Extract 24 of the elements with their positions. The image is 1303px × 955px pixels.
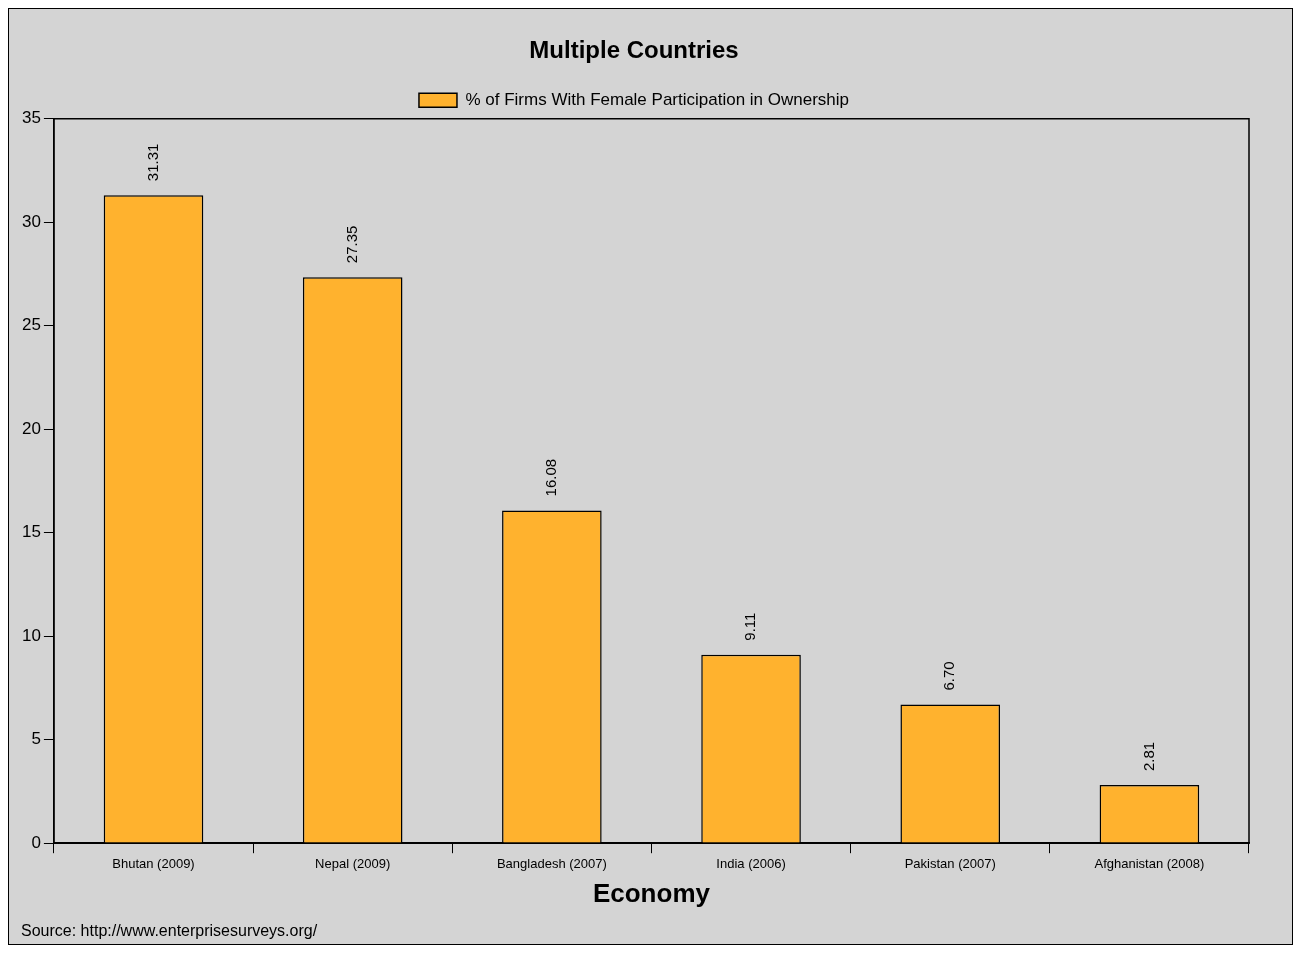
text: 27.35 bbox=[342, 225, 360, 264]
legend-label: % of Firms With Female Participation in Ownership bbox=[465, 89, 850, 109]
x-axis-title: Economy bbox=[592, 877, 711, 908]
x-tick-label: Pakistan (2007) bbox=[904, 855, 996, 871]
y-tick-label: 35 bbox=[21, 108, 41, 128]
y-tick-label: 20 bbox=[21, 418, 41, 438]
text: 16.08 bbox=[542, 458, 559, 497]
text: 6.70 bbox=[940, 661, 958, 691]
x-tick-label: Bhutan (2009) bbox=[112, 855, 195, 871]
source-note: Source: http://www.enterprisesurveys.org/ bbox=[21, 922, 318, 940]
y-tick-label: 5 bbox=[31, 729, 41, 749]
x-tick-label: Bangladesh (2007) bbox=[496, 855, 607, 871]
text: 2.81 bbox=[1139, 741, 1157, 772]
x-tick-label: India (2006) bbox=[716, 855, 786, 871]
y-tick-label: 10 bbox=[21, 625, 41, 645]
y-tick-label: 0 bbox=[31, 832, 41, 852]
text: 31.31 bbox=[143, 143, 161, 182]
y-tick-label: 15 bbox=[21, 522, 41, 542]
x-tick-label: Nepal (2009) bbox=[315, 855, 391, 871]
y-tick-label: 30 bbox=[21, 211, 41, 231]
y-tick-label: 25 bbox=[21, 315, 41, 335]
x-tick-label: Afghanistan (2008) bbox=[1094, 855, 1205, 871]
text: 9.11 bbox=[741, 612, 759, 641]
chart-title: Multiple Countries bbox=[529, 36, 739, 64]
